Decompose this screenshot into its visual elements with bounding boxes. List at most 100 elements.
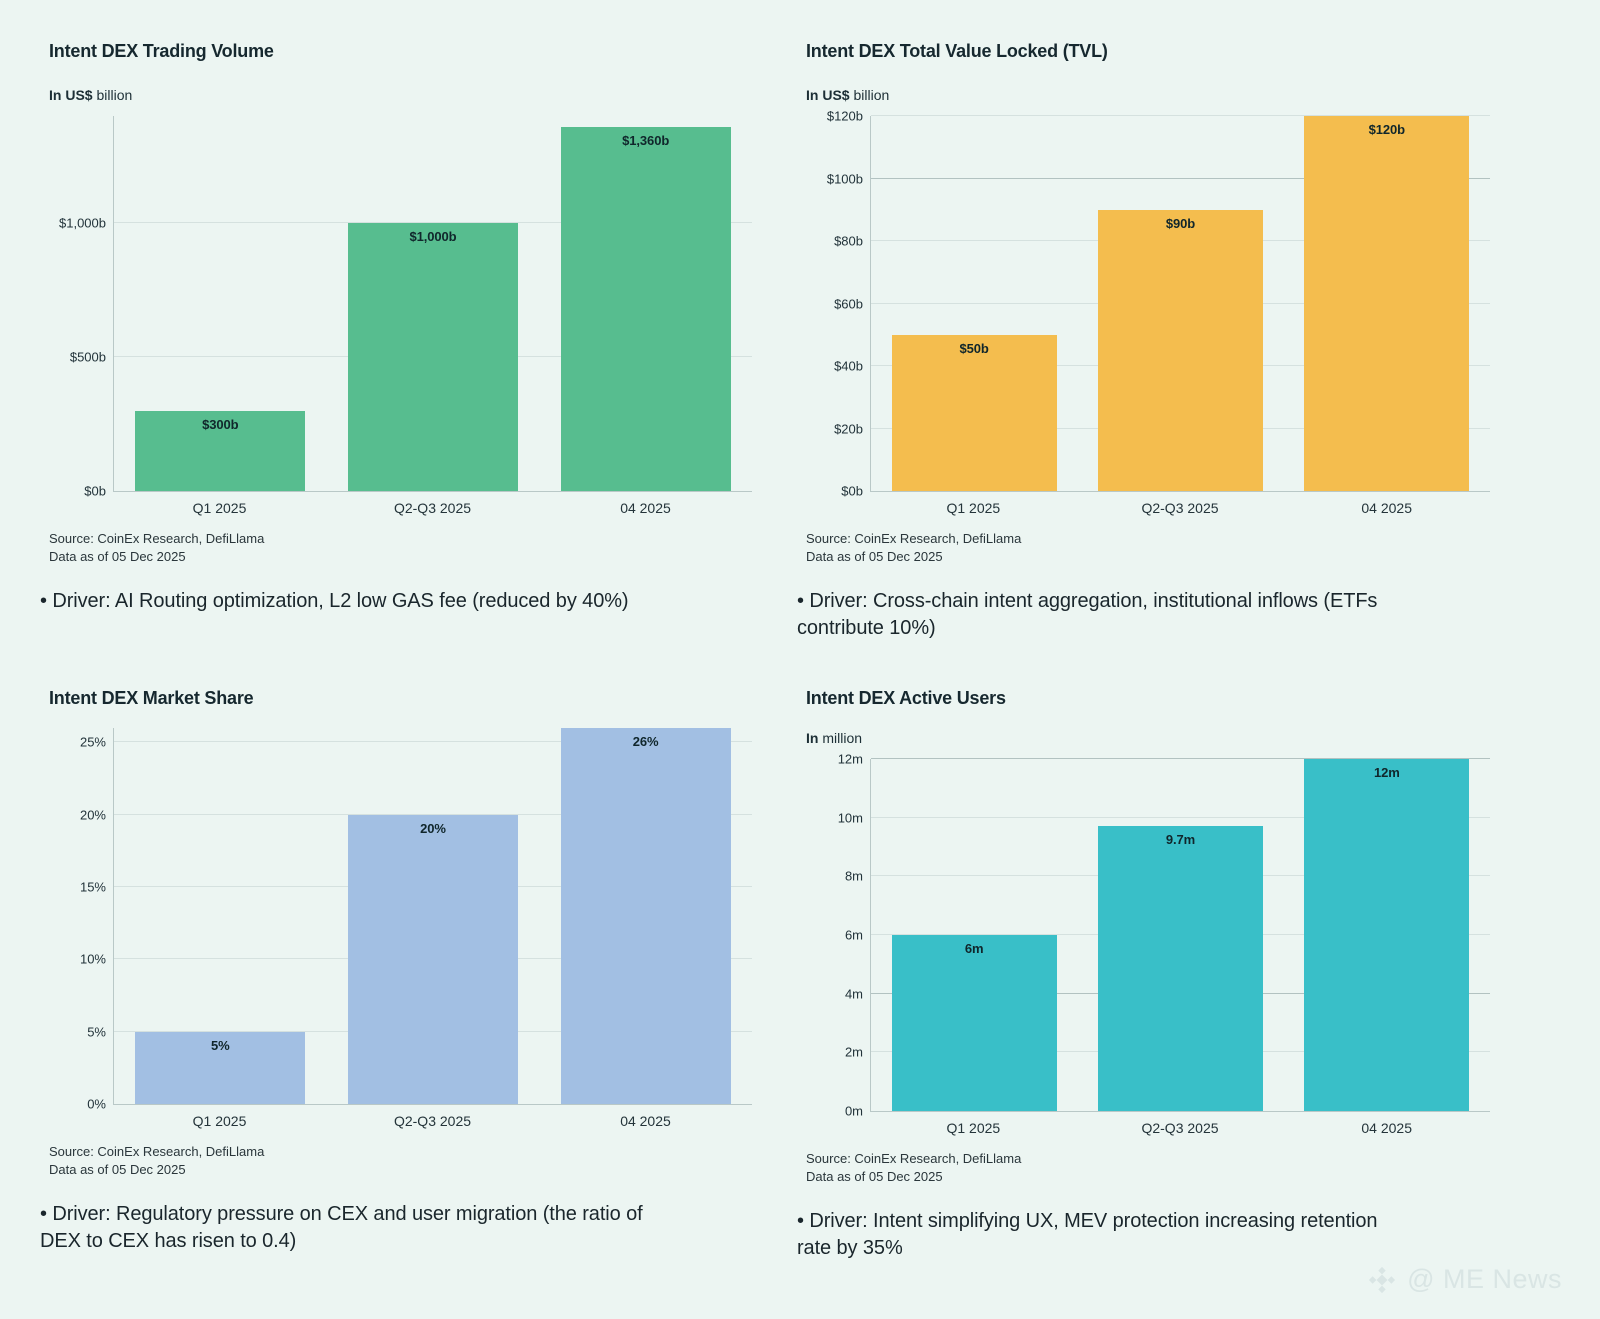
y-tick-label: $20b xyxy=(834,421,863,436)
driver-note: • Driver: Regulatory pressure on CEX and… xyxy=(40,1203,643,1252)
x-tick-label: Q2-Q3 2025 xyxy=(393,500,472,516)
chart-source: Source: CoinEx Research, DefiLlama Data … xyxy=(49,530,752,566)
y-tick-label: 5% xyxy=(87,1024,106,1040)
bar: $50b xyxy=(891,334,1057,491)
data-as-of-line: Data as of 05 Dec 2025 xyxy=(806,1169,943,1184)
binance-logo-icon xyxy=(1368,1266,1396,1293)
bar-column: $1,000b xyxy=(327,116,540,491)
chart-unit-label: In US$ billion xyxy=(806,87,1490,104)
chart-title: Intent DEX Total Value Locked (TVL) xyxy=(806,41,1108,61)
x-tick-label: Q2-Q3 2025 xyxy=(393,1113,472,1129)
x-tick-label: 04 2025 xyxy=(620,1113,671,1129)
bar-value-label: $1,360b xyxy=(622,132,670,148)
bar: $90b xyxy=(1097,209,1264,491)
source-line: Source: CoinEx Research, DefiLlama xyxy=(49,1144,265,1159)
bar-value-label: 12m xyxy=(1373,765,1400,780)
chart-source: Source: CoinEx Research, DefiLlama Data … xyxy=(806,530,1490,566)
bar-column: 12m xyxy=(1284,759,1490,1111)
y-tick-label: 12m xyxy=(837,751,863,767)
y-tick-label: 2m xyxy=(844,1044,863,1060)
bar: 5% xyxy=(135,1031,306,1104)
y-tick-label: 6m xyxy=(844,927,863,943)
bar: $1,000b xyxy=(347,223,519,491)
gridline xyxy=(871,177,1490,179)
y-tick-label: 10m xyxy=(837,810,863,826)
bar: 9.7m xyxy=(1097,826,1264,1111)
driver-note: • Driver: Cross-chain intent aggregation… xyxy=(797,590,1378,639)
bar-column: $120b xyxy=(1284,116,1490,491)
bar-column: $50b xyxy=(871,116,1077,491)
y-tick-label: $500b xyxy=(69,349,106,365)
x-axis-labels: Q1 2025 Q2-Q3 2025 04 2025 xyxy=(113,1113,752,1129)
bars: 5% 20% 26% xyxy=(114,728,752,1104)
bar-value-label: 5% xyxy=(211,1037,230,1053)
chart-card-trading-volume: Intent DEX Trading Volume In US$ billion… xyxy=(0,0,800,660)
bars: $50b $90b $120b xyxy=(871,116,1490,491)
x-tick-label: 04 2025 xyxy=(1361,1120,1412,1136)
x-tick-label: 04 2025 xyxy=(620,500,671,516)
me-news-watermark: @ ME News xyxy=(1367,1264,1562,1295)
bar-column: $1,360b xyxy=(539,116,752,491)
y-tick-label: $1,000b xyxy=(59,215,106,231)
bar: $300b xyxy=(135,410,306,491)
chart-title: Intent DEX Market Share xyxy=(49,688,254,708)
bars: $300b $1,000b $1,360b xyxy=(114,116,752,491)
unit-suffix: billion xyxy=(92,87,133,103)
gridline xyxy=(871,758,1490,759)
bar-value-label: $300b xyxy=(202,416,239,432)
gridline xyxy=(114,222,752,224)
y-tick-label: $40b xyxy=(834,358,863,374)
y-tick-label: 0m xyxy=(844,1103,863,1119)
data-as-of-line: Data as of 05 Dec 2025 xyxy=(49,549,186,564)
bar-column: 5% xyxy=(114,728,327,1104)
y-tick-label: 10% xyxy=(79,951,106,967)
chart-unit-label: In US$ billion xyxy=(49,87,752,104)
bar-chart-plot: $0b $500b $1,000b $300b $1,000b $1,360b xyxy=(59,116,752,498)
y-tick-label: 8m xyxy=(844,868,863,884)
y-tick-label: $120b xyxy=(826,108,863,124)
y-tick-label: 20% xyxy=(79,807,106,823)
bar-column: 26% xyxy=(539,728,752,1104)
bar-value-label: $1,000b xyxy=(409,229,457,245)
x-axis-labels: Q1 2025 Q2-Q3 2025 04 2025 xyxy=(113,500,752,516)
driver-note: • Driver: AI Routing optimization, L2 lo… xyxy=(40,590,629,612)
x-tick-label: Q2-Q3 2025 xyxy=(1141,500,1219,516)
bar: 20% xyxy=(347,814,519,1104)
source-line: Source: CoinEx Research, DefiLlama xyxy=(806,1151,1022,1166)
y-tick-label: $80b xyxy=(834,233,863,249)
gridline xyxy=(871,816,1490,818)
chart-source: Source: CoinEx Research, DefiLlama Data … xyxy=(806,1150,1490,1186)
chart-card-active-users: Intent DEX Active Users In million 0m 2m 4… xyxy=(797,660,1600,1319)
chart-card-market-share: Intent DEX Market Share 0% 5% 10% 15% 20% 25%… xyxy=(0,660,800,1319)
bar: $120b xyxy=(1304,116,1470,491)
bar-chart-plot: 0m 2m 4m 6m 8m 10m 12m 6m 9.7m 12m xyxy=(838,753,1490,1118)
bar-value-label: 6m xyxy=(964,941,984,956)
bar-chart-plot: $0b $20b $40b $60b $80b $100b $120b $50b $90b $12… xyxy=(827,110,1490,498)
x-tick-label: 04 2025 xyxy=(1361,500,1412,516)
chart-card-tvl: Intent DEX Total Value Locked (TVL) In U… xyxy=(797,0,1600,660)
y-tick-label: 0% xyxy=(87,1096,106,1112)
chart-unit-label: In million xyxy=(806,730,1490,747)
y-tick-label: 4m xyxy=(844,986,863,1002)
gridline xyxy=(871,115,1490,116)
bar-column: 9.7m xyxy=(1077,759,1283,1111)
x-axis-labels: Q1 2025 Q2-Q3 2025 04 2025 xyxy=(870,500,1490,516)
bar-value-label: 26% xyxy=(632,734,659,749)
bars: 6m 9.7m 12m xyxy=(871,759,1490,1111)
chart-title: Intent DEX Trading Volume xyxy=(49,41,274,61)
gridline xyxy=(114,741,752,743)
bar-value-label: 20% xyxy=(420,820,446,836)
unit-suffix: million xyxy=(818,730,863,746)
bar-value-label: $50b xyxy=(959,340,989,356)
unit-prefix: In xyxy=(806,730,819,746)
bar-column: 20% xyxy=(327,728,540,1104)
bar-column: $300b xyxy=(114,116,327,491)
unit-prefix: In US$ xyxy=(806,87,850,103)
bar: 6m xyxy=(891,935,1057,1111)
bar: $1,360b xyxy=(560,126,731,491)
unit-suffix: billion xyxy=(849,87,890,103)
y-tick-label: 25% xyxy=(79,734,106,750)
bar-value-label: $90b xyxy=(1165,215,1196,231)
x-tick-label: Q1 2025 xyxy=(192,500,247,516)
